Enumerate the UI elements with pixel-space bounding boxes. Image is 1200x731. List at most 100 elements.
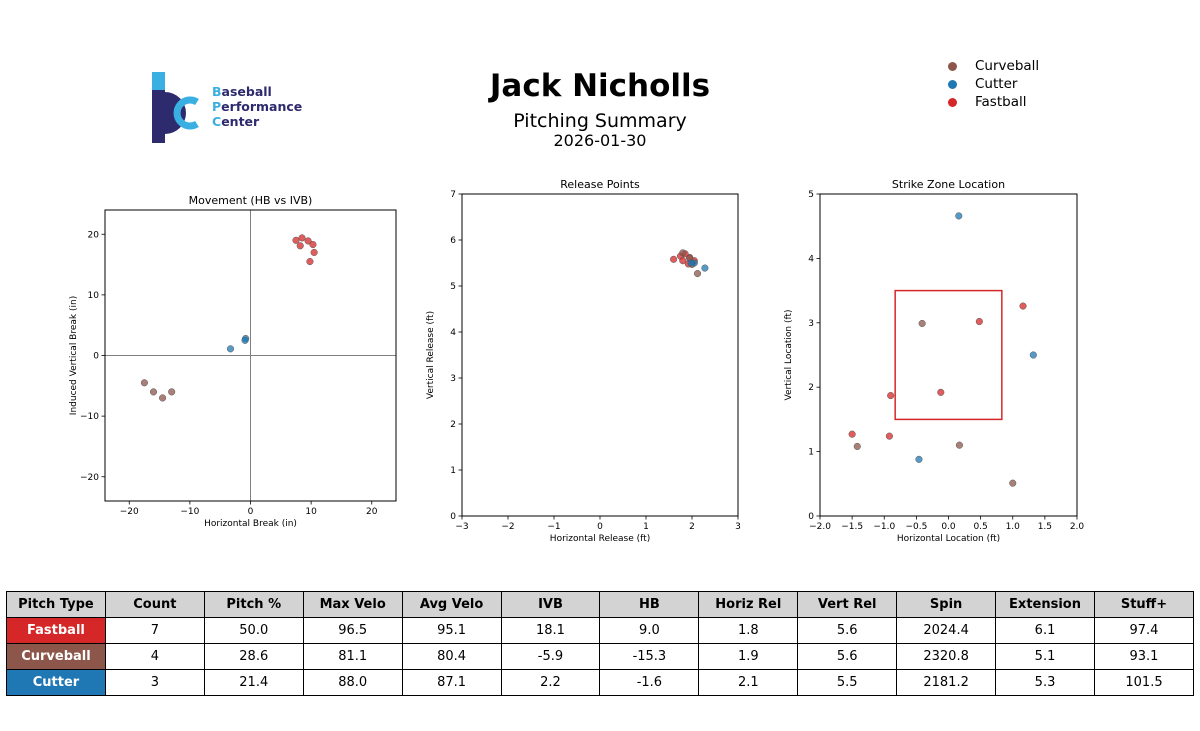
data-point-fastball [298,234,306,242]
data-point-curveball [149,388,158,396]
table-cell: 2.2 [500,669,601,696]
y-tick-label: 0 [808,512,814,522]
bpc-logo-mark [152,72,199,143]
table-cell: 21.4 [203,669,304,696]
data-point-curveball [1009,479,1017,487]
column-header: Count [104,591,205,618]
data-point-cutter [701,264,709,272]
table-cell: 97.4 [1093,617,1195,644]
x-tick-label: −20 [120,507,139,517]
data-point-fastball [670,255,678,263]
plot-title: Release Points [560,178,640,191]
y-tick-label: 4 [450,328,456,338]
table-cell: 80.4 [401,643,502,670]
pitch-type-cell: Curveball [6,643,106,670]
strike-zone-box [894,289,1003,421]
y-tick-label: 6 [450,236,456,246]
data-point-fastball [679,257,687,265]
legend-marker [948,79,957,89]
table-row: Curveball 4 28.6 81.1 80.4 -5.9 -15.3 1.9 5.6 232… [6,643,1195,670]
legend-item-cutter: Cutter [948,75,1039,93]
table-cell: -15.3 [599,643,700,670]
data-point-fastball [885,432,893,440]
table-cell: 6.1 [995,617,1095,644]
y-tick-label: 4 [808,254,814,264]
table-cell: 4 [104,643,205,670]
player-name: Jack Nicholls [489,68,711,104]
legend-label: Cutter [975,76,1018,92]
data-point-fastball [1019,302,1027,310]
data-point-fastball [296,242,304,250]
table-cell: 5.5 [797,669,898,696]
data-point-fastball [304,237,312,245]
table-cell: 28.6 [203,643,304,670]
table-cell: 5.1 [995,643,1095,670]
y-tick-label: 5 [808,190,814,200]
y-tick-label: 10 [88,291,100,301]
legend-label: Fastball [975,94,1027,110]
column-header: Avg Velo [401,591,502,618]
table-cell: 5.6 [797,617,898,644]
bpc-logo: Baseball Performance Center [150,70,310,145]
x-tick-label: 2.0 [1070,522,1085,532]
x-tick-label: −1 [547,522,560,532]
x-tick-label: −0.5 [905,522,927,532]
column-header: Pitch % [203,591,304,618]
column-header: Max Velo [302,591,403,618]
data-point-fastball [848,430,856,438]
data-point-curveball [693,270,702,278]
data-point-curveball [168,388,176,396]
x-tick-label: −10 [180,507,199,517]
table-header-row: Pitch Type Count Pitch % Max Velo Avg Ve… [6,591,1195,618]
table-cell: 9.0 [599,617,700,644]
y-tick-label: 2 [450,420,456,430]
y-tick-label: 1 [808,448,814,458]
data-point-cutter [1029,351,1037,359]
table-cell: -1.6 [599,669,700,696]
plot-frame [819,193,1078,517]
y-tick-label: 0 [450,512,456,522]
table-cell: 96.5 [302,617,403,644]
column-header: Horiz Rel [698,591,799,618]
page-subtitle: Pitching Summary [513,110,687,132]
x-axis-label: Horizontal Break (in) [204,519,297,529]
summary-date: 2026-01-30 [553,131,647,150]
data-point-fastball [887,392,895,400]
logo-wordmark: Baseball Performance Center [212,84,303,129]
data-point-curveball [159,394,167,402]
legend-marker [948,61,957,71]
y-tick-label: −10 [80,412,99,422]
data-point-cutter [915,455,923,463]
table-cell: 95.1 [401,617,502,644]
plot-frame [461,193,739,517]
y-tick-label: 3 [450,374,456,384]
x-tick-label: 0.5 [973,522,987,532]
data-point-fastball [937,388,945,396]
table-cell: 5.6 [797,643,898,670]
table-cell: 50.0 [203,617,304,644]
data-point-cutter [687,259,695,267]
x-tick-label: −3 [455,522,468,532]
table-cell: 101.5 [1093,669,1195,696]
legend-label: Curveball [975,58,1040,74]
table-cell: 2320.8 [896,643,997,670]
table-cell: 2024.4 [896,617,997,644]
table-cell: 81.1 [302,643,403,670]
table-row: Fastball 7 50.0 96.5 95.1 18.1 9.0 1.8 5.6 2024.4… [6,617,1195,644]
data-point-fastball [975,317,983,326]
y-axis-label: Vertical Location (ft) [784,309,794,400]
y-tick-label: 3 [808,319,814,329]
x-tick-label: 2 [689,522,695,532]
y-tick-label: −20 [80,473,99,483]
table-cell: 88.0 [302,669,403,696]
plot-title: Strike Zone Location [892,178,1005,191]
data-point-fastball [306,257,314,266]
table-cell: 93.1 [1093,643,1195,670]
data-point-cutter [955,212,963,220]
table-cell: 2.1 [698,669,799,696]
pitch-type-cell: Cutter [6,669,106,696]
x-axis-label: Horizontal Location (ft) [897,534,1000,544]
table-cell: 5.3 [995,669,1095,696]
table-cell: 1.9 [698,643,799,670]
